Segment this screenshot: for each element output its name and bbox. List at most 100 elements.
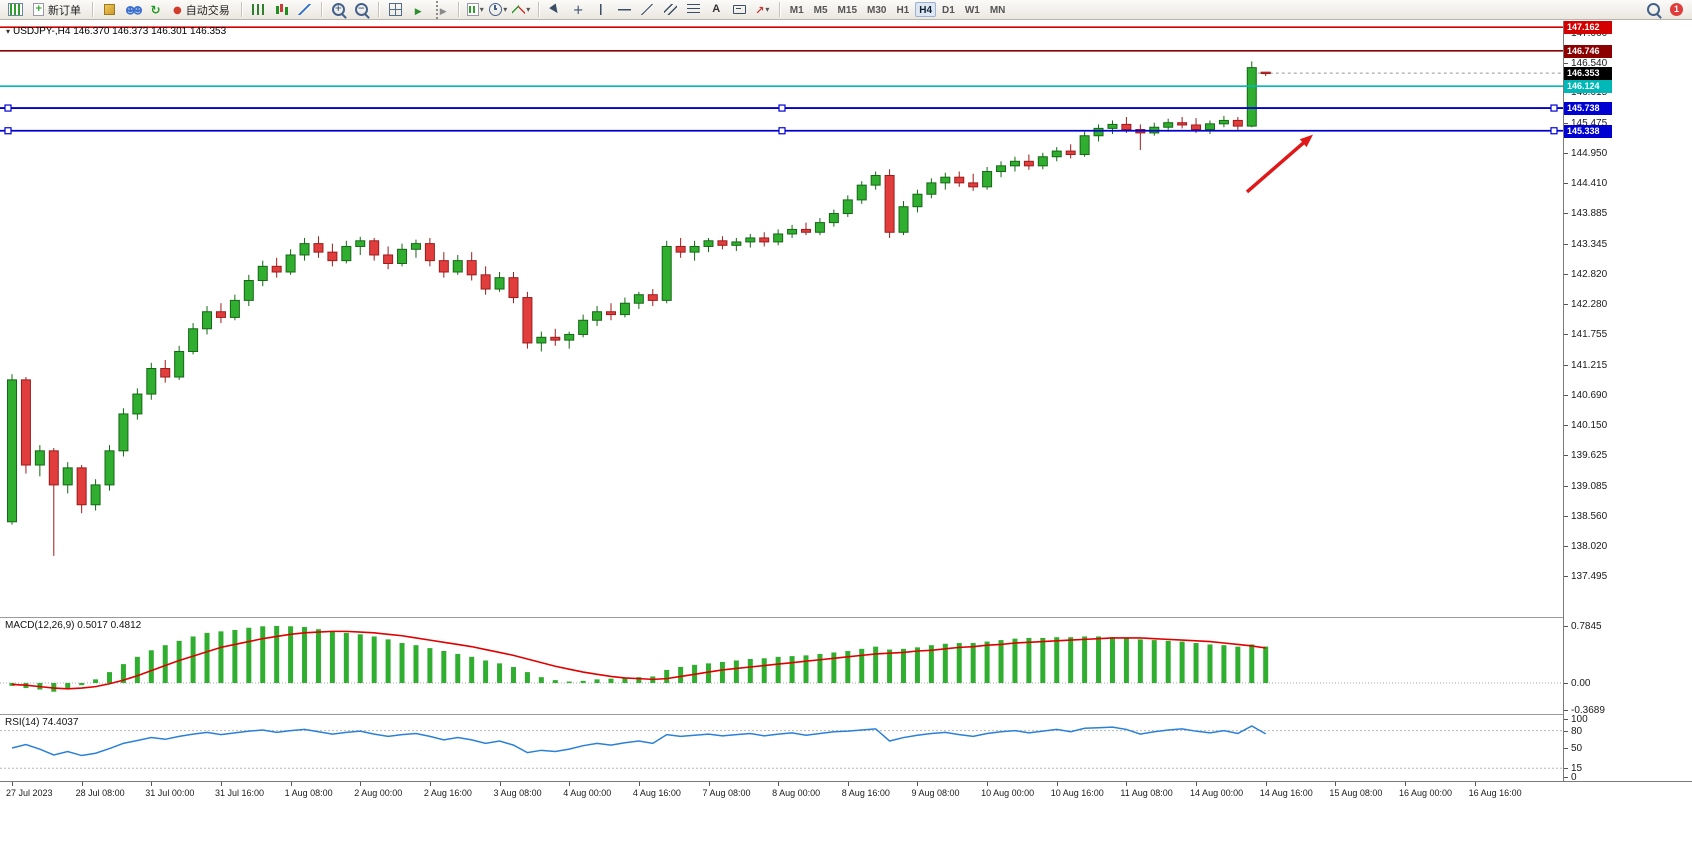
chart-title-expander-icon[interactable] <box>6 26 13 37</box>
fibonacci-tool-button[interactable] <box>683 1 704 19</box>
price-axis-label: 137.495 <box>1571 571 1608 582</box>
line-handle[interactable] <box>4 104 12 112</box>
line-handle[interactable] <box>778 127 786 135</box>
refresh-button[interactable] <box>145 1 166 19</box>
horizontal-line-tool-button[interactable] <box>614 1 635 19</box>
macd-bar <box>538 677 544 683</box>
periods-button[interactable] <box>488 1 509 19</box>
candle <box>689 245 700 253</box>
search-button[interactable] <box>1643 1 1664 19</box>
notification-badge[interactable]: 1 <box>1670 3 1683 16</box>
auto-scroll-button[interactable] <box>408 1 429 19</box>
tile-windows-button[interactable] <box>385 1 406 19</box>
rsi-name: RSI(14) <box>5 717 40 728</box>
timeframe-m15[interactable]: M15 <box>834 2 861 17</box>
time-axis-label: 14 Aug 16:00 <box>1259 788 1313 798</box>
candle <box>1204 123 1215 131</box>
timeframe-h4[interactable]: H4 <box>915 2 937 17</box>
time-tick <box>778 782 780 786</box>
macd-bar <box>803 655 809 683</box>
price-tag: 146.353 <box>1564 67 1612 81</box>
macd-bar <box>315 629 321 683</box>
price-axis[interactable]: 147.060146.540146.015145.475144.950144.4… <box>1563 21 1692 783</box>
zoom-out-button[interactable] <box>351 1 372 19</box>
line-handle[interactable] <box>1550 127 1558 135</box>
timeframe-m1[interactable]: M1 <box>786 2 808 17</box>
candle <box>647 294 658 301</box>
macd-bar <box>580 680 586 683</box>
line-handle[interactable] <box>1550 104 1558 112</box>
price-axis-label: 140.150 <box>1571 420 1608 432</box>
macd-bar <box>552 680 558 683</box>
candle <box>369 240 380 256</box>
line-handle[interactable] <box>778 104 786 112</box>
macd-values: 0.5017 0.4812 <box>77 620 142 631</box>
candle <box>494 277 505 290</box>
new-chart-button[interactable] <box>465 1 486 19</box>
macd-bar <box>413 645 419 683</box>
candle <box>884 174 895 233</box>
new-order-button[interactable]: 新订单 <box>28 1 86 19</box>
timeframe-m30[interactable]: M30 <box>863 2 890 17</box>
macd-bar <box>483 660 489 683</box>
zoom-in-button[interactable] <box>328 1 349 19</box>
arrow-head[interactable] <box>1299 134 1313 148</box>
macd-bar <box>1193 643 1199 683</box>
time-tick <box>429 782 431 786</box>
arrows-tool-button[interactable] <box>752 1 773 19</box>
trendline-tool-button[interactable] <box>637 1 658 19</box>
price-chart-svg[interactable] <box>0 21 1563 617</box>
candle <box>954 176 965 184</box>
timeframe-m5[interactable]: M5 <box>810 2 832 17</box>
chart-window-button[interactable] <box>5 1 26 19</box>
crosshair-tool-button[interactable] <box>568 1 589 19</box>
price-tag: 146.746 <box>1564 44 1612 58</box>
vertical-line-icon <box>594 4 608 15</box>
time-axis[interactable]: 27 Jul 2023 28 Jul 08:00 31 Jul 00:00 31 Ju… <box>0 781 1692 801</box>
price-tick <box>1564 152 1568 154</box>
price-chart[interactable] <box>0 21 1563 617</box>
time-axis-label: 28 Jul 08:00 <box>75 788 125 798</box>
rsi-splitter[interactable] <box>0 714 1692 715</box>
candlestick-mode-button[interactable] <box>271 1 292 19</box>
rsi-svg[interactable] <box>0 715 1563 781</box>
macd-splitter[interactable] <box>0 617 1692 618</box>
timeframe-d1[interactable]: D1 <box>938 2 959 17</box>
macd-bar <box>120 664 126 683</box>
cursor-tool-button[interactable] <box>545 1 566 19</box>
bar-chart-mode-button[interactable] <box>248 1 269 19</box>
cube-icon <box>104 4 115 15</box>
line-chart-mode-button[interactable] <box>294 1 315 19</box>
chart-ohlc-title: USDJPY-,H4 146.370 146.373 146.301 146.3… <box>6 26 226 38</box>
accounts-button[interactable] <box>122 1 143 19</box>
rsi-axis-label: 80 <box>1571 725 1583 737</box>
timeframe-h1[interactable]: H1 <box>892 2 913 17</box>
macd-bar <box>956 643 962 683</box>
macd-bar <box>1235 646 1241 683</box>
chart-shift-icon <box>435 0 447 19</box>
rsi-panel[interactable]: RSI(14) 74.4037 <box>0 715 1563 781</box>
macd-svg[interactable] <box>0 618 1563 714</box>
chart-shift-button[interactable] <box>431 0 452 19</box>
label-tool-button[interactable] <box>729 1 750 19</box>
timeframe-mn[interactable]: MN <box>986 2 1010 17</box>
macd-bar <box>148 650 154 683</box>
toolbar-separator <box>457 2 459 17</box>
macd-panel[interactable]: MACD(12,26,9) 0.5017 0.4812 <box>0 618 1563 714</box>
text-tool-button[interactable]: A <box>706 1 727 19</box>
arrow-annotation[interactable] <box>1245 138 1309 194</box>
candle <box>787 228 798 235</box>
candle <box>703 240 714 247</box>
auto-trading-button[interactable]: 自动交易 <box>168 1 235 19</box>
macd-bar <box>1109 637 1115 683</box>
line-handle[interactable] <box>4 127 12 135</box>
vertical-line-tool-button[interactable] <box>591 1 612 19</box>
candle <box>1051 150 1062 158</box>
market-watch-button[interactable] <box>99 1 120 19</box>
time-axis-label: 4 Aug 16:00 <box>632 788 681 798</box>
timeframe-w1[interactable]: W1 <box>961 2 984 17</box>
channel-tool-button[interactable] <box>660 1 681 19</box>
indicators-button[interactable] <box>511 1 532 19</box>
candle <box>257 265 268 282</box>
